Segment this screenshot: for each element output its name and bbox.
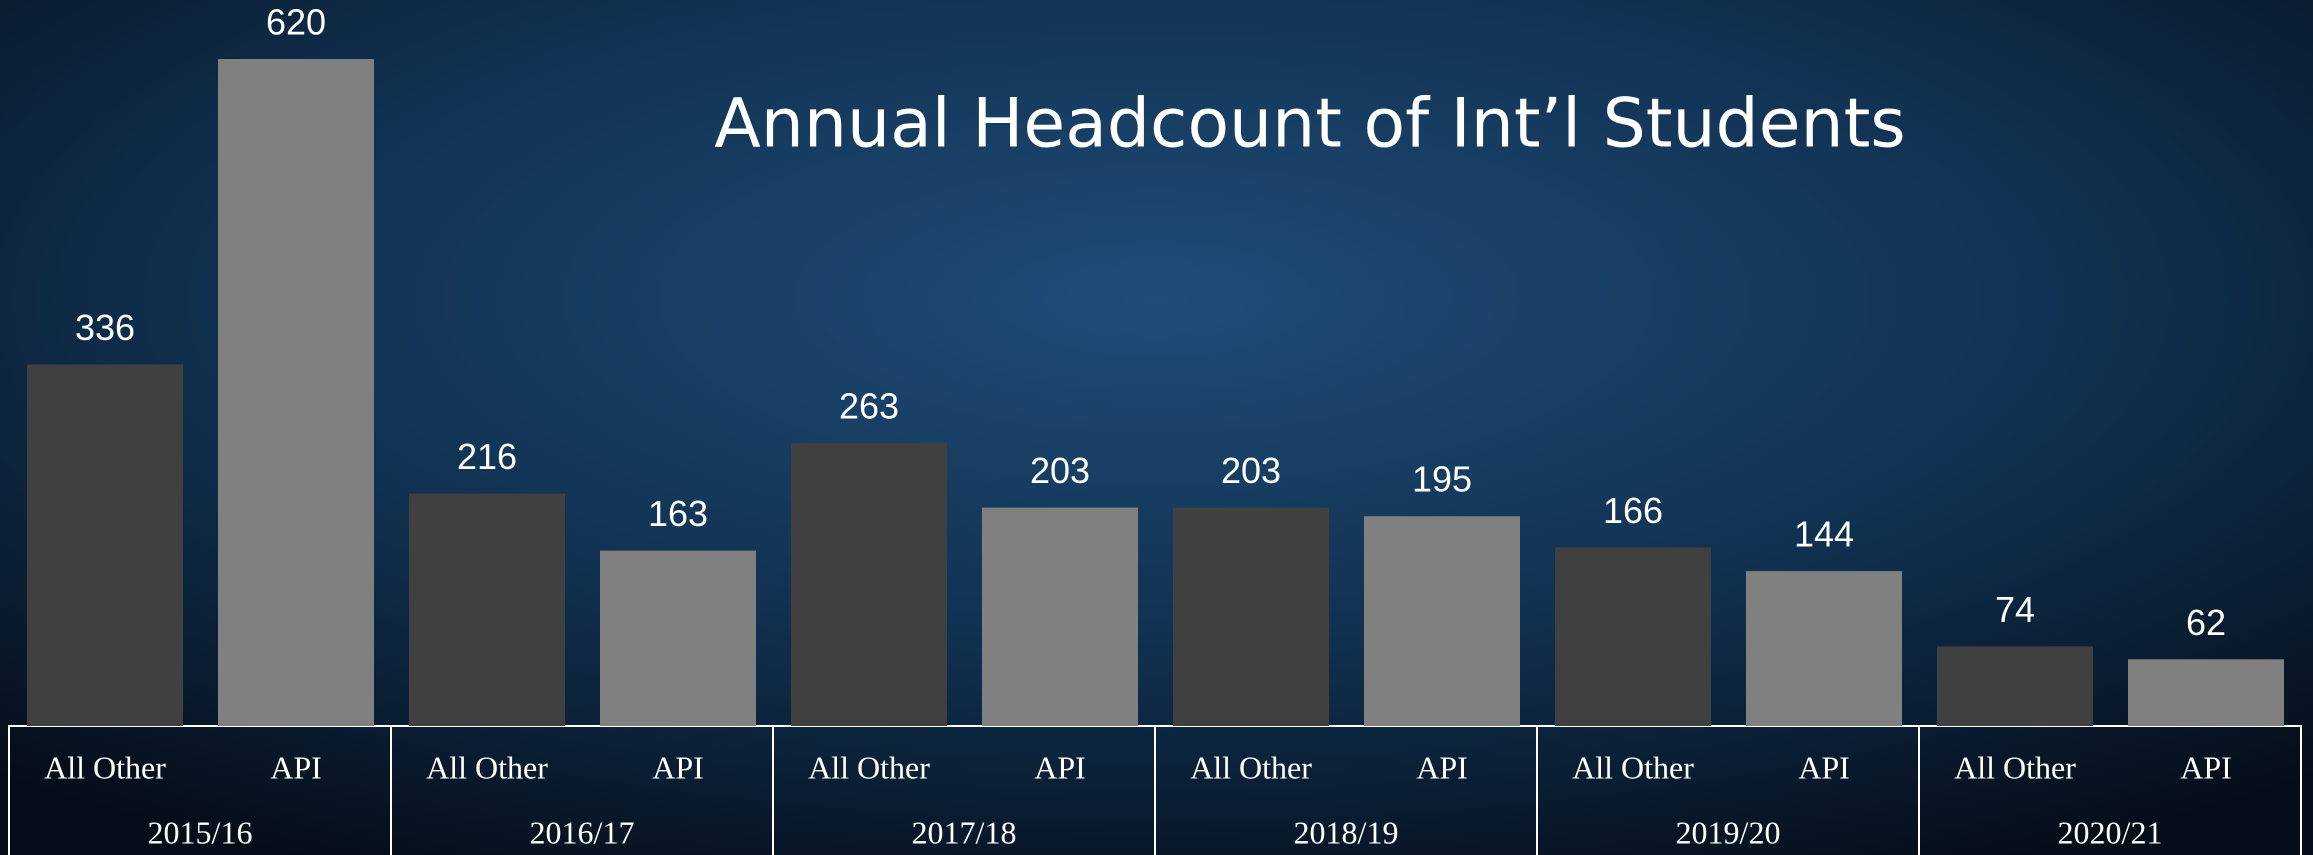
- x-tick-label: API: [652, 749, 704, 785]
- value-label: 216: [457, 436, 517, 477]
- chart-title: Annual Headcount of Int’l Students: [714, 85, 1905, 164]
- bar: [982, 507, 1138, 726]
- x-group-label: 2020/21: [2058, 814, 2163, 850]
- bar: [1173, 507, 1329, 726]
- x-tick-label: All Other: [808, 749, 930, 785]
- x-group-label: 2016/17: [530, 814, 635, 850]
- bar: [2128, 659, 2284, 726]
- value-label: 144: [1794, 514, 1854, 555]
- x-group-label: 2019/20: [1676, 814, 1781, 850]
- x-tick-label: All Other: [426, 749, 548, 785]
- value-label: 195: [1412, 459, 1472, 500]
- bar: [218, 59, 374, 726]
- x-group-label: 2018/19: [1294, 814, 1399, 850]
- x-tick-label: API: [1798, 749, 1850, 785]
- bar: [600, 550, 756, 726]
- x-tick-label: All Other: [1190, 749, 1312, 785]
- bar: [409, 493, 565, 726]
- x-tick-label: All Other: [44, 749, 166, 785]
- x-tick-label: API: [270, 749, 322, 785]
- x-tick-label: API: [1034, 749, 1086, 785]
- value-label: 74: [1995, 589, 2035, 630]
- value-label: 62: [2186, 602, 2226, 643]
- value-label: 263: [839, 386, 899, 427]
- value-label: 166: [1603, 490, 1663, 531]
- x-group-label: 2017/18: [912, 814, 1017, 850]
- value-label: 336: [75, 307, 135, 348]
- bar: [791, 443, 947, 726]
- bar: [1746, 571, 1902, 726]
- value-label: 620: [266, 2, 326, 43]
- x-tick-label: API: [1416, 749, 1468, 785]
- bar: [1937, 646, 2093, 726]
- value-label: 203: [1221, 450, 1281, 491]
- value-label: 163: [648, 493, 708, 534]
- bar: [1364, 516, 1520, 726]
- x-group-label: 2015/16: [148, 814, 253, 850]
- value-label: 203: [1030, 450, 1090, 491]
- bar: [27, 364, 183, 726]
- x-tick-label: All Other: [1572, 749, 1694, 785]
- x-tick-label: API: [2180, 749, 2232, 785]
- x-tick-label: All Other: [1954, 749, 2076, 785]
- bar: [1555, 547, 1711, 726]
